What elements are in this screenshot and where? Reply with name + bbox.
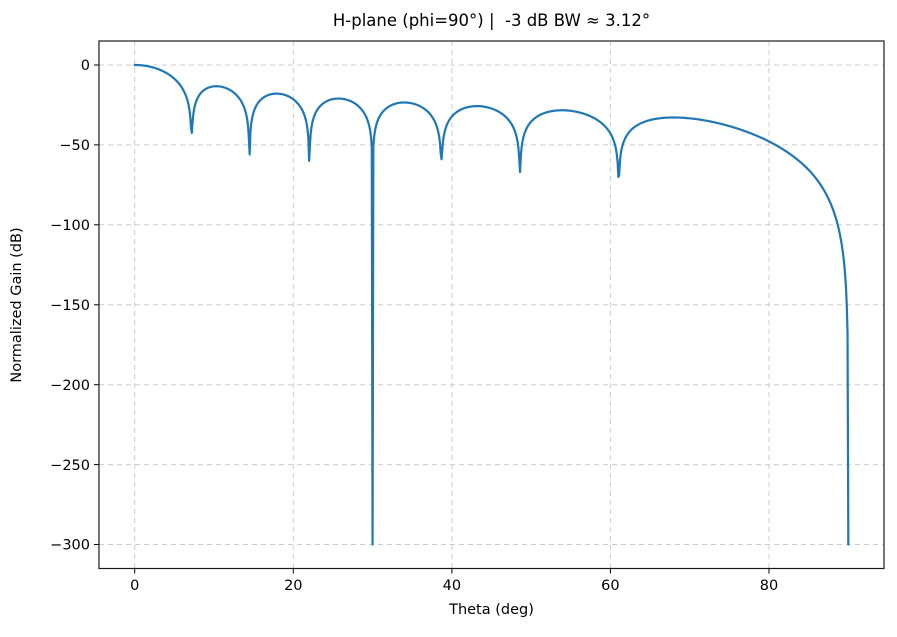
axis-ticks	[94, 64, 770, 574]
y-tick-label: 0	[81, 58, 90, 74]
y-axis-label: Normalized Gain (dB)	[9, 227, 25, 383]
y-tick-label: −50	[59, 138, 90, 154]
chart-title: H-plane (phi=90°) | -3 dB BW ≈ 3.12°	[332, 11, 651, 30]
x-tick-label: 0	[130, 578, 139, 594]
x-tick-label: 40	[443, 578, 461, 594]
y-tick-label: −150	[50, 298, 90, 314]
gridlines	[99, 41, 884, 569]
x-tick-label: 60	[601, 578, 619, 594]
pattern-curve	[133, 63, 850, 546]
y-tick-label: −200	[50, 378, 90, 394]
y-tick-label: −250	[50, 458, 90, 474]
x-axis-label: Theta (deg)	[449, 602, 534, 618]
x-tick-label: 80	[760, 578, 778, 594]
y-tick-label: −300	[50, 538, 90, 554]
axes-frame	[98, 40, 885, 570]
y-tick-label: −100	[50, 218, 90, 234]
x-tick-label: 20	[284, 578, 302, 594]
tick-labels: 0 20 40 60 80 0 −50 −100 −150 −200 −250 −300	[50, 58, 778, 594]
